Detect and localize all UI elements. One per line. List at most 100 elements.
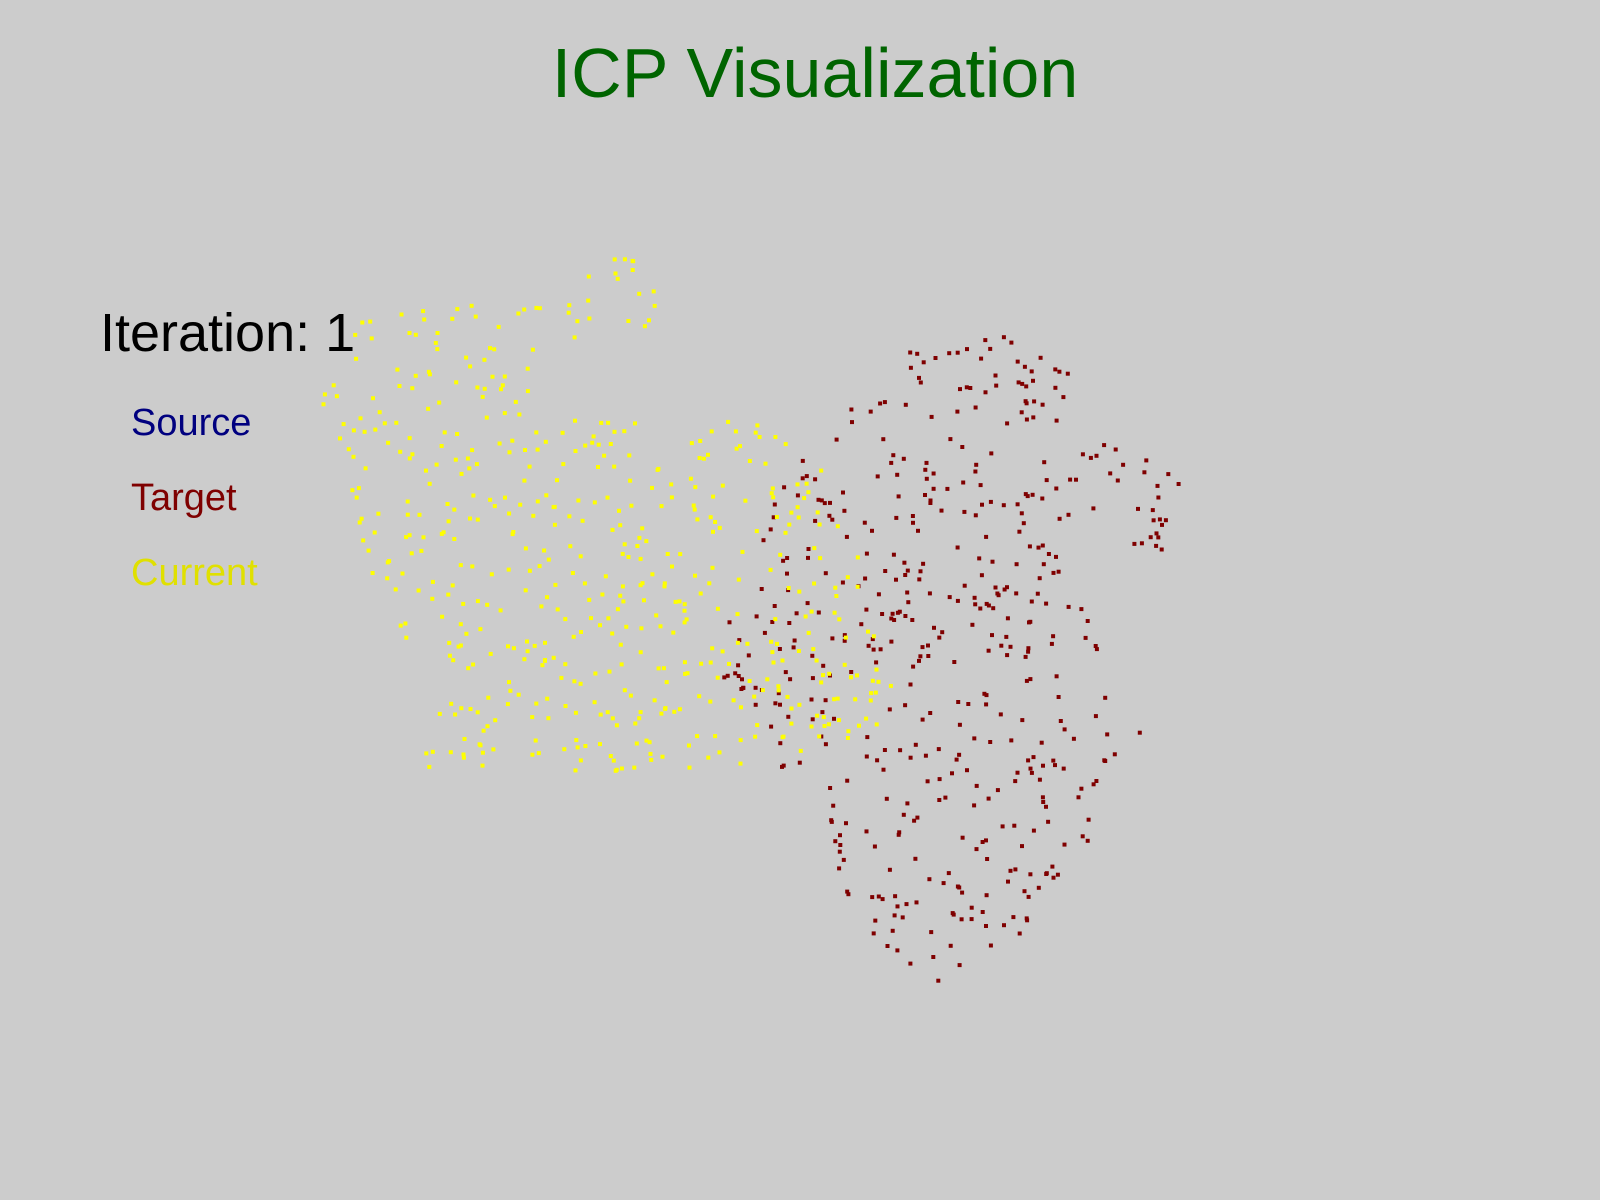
target-point bbox=[1013, 867, 1018, 872]
current-point bbox=[689, 441, 694, 446]
target-point bbox=[881, 437, 886, 442]
current-point bbox=[685, 671, 690, 676]
target-point bbox=[785, 571, 789, 576]
current-point bbox=[596, 442, 601, 447]
target-point bbox=[840, 580, 845, 585]
current-point bbox=[435, 347, 440, 352]
current-point bbox=[358, 416, 363, 421]
current-point bbox=[738, 444, 742, 449]
current-point bbox=[650, 485, 654, 490]
target-point bbox=[901, 812, 906, 817]
current-point bbox=[484, 415, 489, 420]
target-point bbox=[785, 556, 790, 560]
current-point bbox=[617, 508, 621, 513]
target-point bbox=[911, 664, 916, 669]
current-point bbox=[612, 464, 617, 469]
current-point bbox=[647, 318, 651, 323]
target-point bbox=[921, 360, 926, 365]
current-point bbox=[407, 331, 412, 335]
current-point bbox=[474, 462, 479, 467]
current-point bbox=[395, 367, 400, 372]
target-point bbox=[1154, 543, 1159, 548]
current-point bbox=[413, 332, 418, 337]
target-point bbox=[985, 857, 990, 861]
target-point bbox=[800, 476, 805, 481]
current-point bbox=[368, 319, 373, 324]
current-point bbox=[596, 465, 600, 469]
target-point bbox=[928, 501, 933, 505]
target-point bbox=[1024, 401, 1029, 406]
target-point bbox=[965, 768, 969, 773]
target-point bbox=[1151, 518, 1156, 523]
current-point bbox=[455, 307, 460, 312]
current-point bbox=[551, 655, 556, 660]
target-point bbox=[908, 682, 913, 687]
target-point bbox=[1103, 759, 1108, 763]
target-point bbox=[771, 515, 776, 520]
current-point bbox=[589, 616, 593, 621]
current-point bbox=[698, 439, 703, 443]
target-point bbox=[1086, 817, 1091, 822]
current-point bbox=[688, 476, 693, 481]
current-point bbox=[795, 482, 800, 487]
current-point bbox=[615, 276, 620, 281]
current-point bbox=[632, 765, 637, 770]
target-point bbox=[1020, 381, 1025, 386]
target-point bbox=[984, 702, 989, 707]
target-point bbox=[1066, 604, 1071, 609]
target-point bbox=[917, 375, 921, 380]
target-point bbox=[903, 614, 908, 618]
current-point bbox=[835, 524, 840, 529]
target-point bbox=[974, 847, 979, 852]
current-point bbox=[711, 529, 715, 534]
target-point bbox=[875, 758, 880, 763]
current-point bbox=[659, 711, 664, 716]
target-point bbox=[1025, 494, 1030, 499]
current-point bbox=[670, 564, 674, 569]
target-point bbox=[989, 451, 994, 456]
target-point bbox=[841, 490, 845, 495]
current-point bbox=[618, 593, 623, 598]
target-point bbox=[943, 795, 948, 800]
current-point bbox=[708, 660, 713, 665]
target-point bbox=[828, 786, 833, 790]
current-point bbox=[635, 544, 640, 548]
current-point bbox=[697, 456, 702, 460]
target-point bbox=[1061, 766, 1066, 771]
target-point bbox=[820, 710, 825, 715]
target-point bbox=[1041, 562, 1046, 567]
current-point bbox=[628, 478, 633, 483]
current-point bbox=[836, 718, 841, 723]
target-point bbox=[1002, 587, 1007, 592]
current-point bbox=[735, 612, 740, 617]
current-point bbox=[543, 640, 547, 645]
target-point bbox=[883, 569, 888, 573]
current-point bbox=[726, 419, 731, 424]
current-point bbox=[710, 646, 715, 651]
current-point bbox=[534, 701, 539, 706]
current-point bbox=[602, 453, 607, 458]
current-point bbox=[464, 355, 469, 360]
current-point bbox=[586, 274, 591, 279]
current-point bbox=[527, 568, 532, 573]
target-point bbox=[870, 895, 875, 900]
current-point bbox=[513, 399, 518, 404]
target-point bbox=[838, 833, 842, 838]
current-point bbox=[522, 657, 527, 662]
current-point bbox=[552, 522, 557, 527]
target-point bbox=[1013, 779, 1018, 784]
current-point bbox=[451, 658, 456, 663]
target-point bbox=[889, 616, 894, 621]
target-point bbox=[777, 647, 782, 651]
target-point bbox=[914, 900, 919, 905]
target-point bbox=[895, 948, 900, 953]
current-point bbox=[409, 551, 414, 556]
current-point bbox=[470, 564, 475, 569]
current-point bbox=[523, 448, 527, 452]
target-point bbox=[885, 944, 890, 948]
current-point bbox=[614, 723, 619, 728]
target-point bbox=[1071, 736, 1076, 741]
current-point bbox=[450, 316, 455, 321]
target-point bbox=[941, 881, 946, 886]
target-point bbox=[980, 502, 984, 507]
